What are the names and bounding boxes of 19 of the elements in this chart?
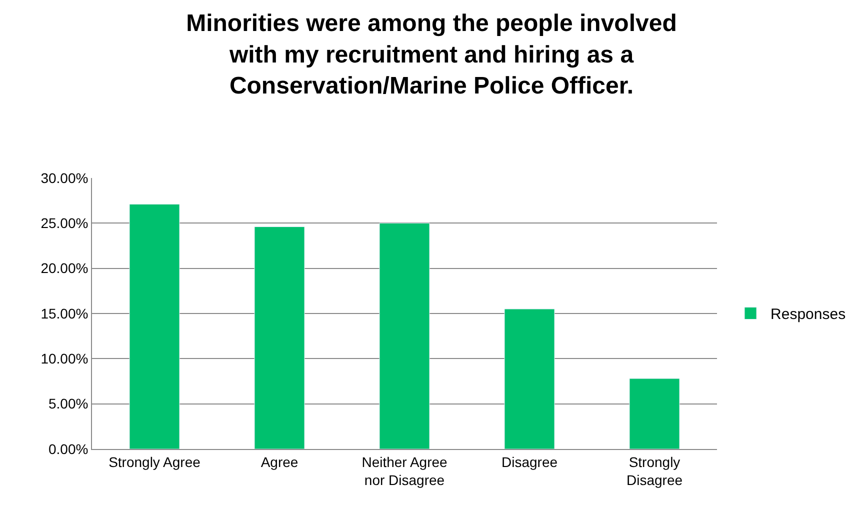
x-tick-label: Strongly Agree	[108, 454, 201, 470]
x-tick-label: Agree	[260, 454, 298, 470]
bar	[129, 204, 180, 449]
y-tick-label: 10.00%	[40, 350, 88, 367]
y-tick-label: 15.00%	[40, 305, 88, 322]
y-tick-label: 20.00%	[40, 260, 88, 276]
legend-label: Responses	[770, 306, 846, 324]
y-tick-label: 5.00%	[48, 396, 88, 412]
y-tick-label: 0.00%	[48, 440, 88, 457]
bar	[379, 222, 430, 449]
chart-title: Minorities were among the people involved with my recruitment and hiring as a Conservation/Marine Police Officer.	[186, 10, 677, 100]
x-tick-label: Neither Agree nor Disagree	[362, 454, 448, 488]
bar	[629, 378, 680, 449]
bar	[504, 308, 555, 449]
y-tick-label: 30.00%	[40, 170, 88, 186]
y-tick-label: 25.00%	[40, 215, 88, 232]
x-tick-label: Disagree	[501, 454, 558, 470]
bar	[254, 226, 305, 449]
x-tick-label: Strongly Disagree	[626, 454, 683, 488]
